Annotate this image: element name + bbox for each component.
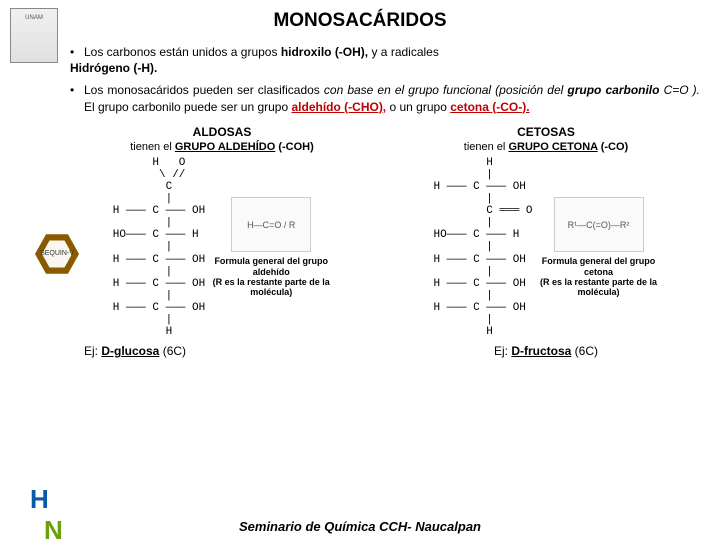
unam-logo: UNAM xyxy=(10,8,58,63)
bullet-mark: • xyxy=(70,44,84,60)
aldosas-subtitle: tienen el GRUPO ALDEHÍDO (-COH) xyxy=(64,141,380,153)
aldosas-chem-row: H O \ // C | H ——— C ——— OH | HO——— C ——… xyxy=(64,157,380,338)
columns: ALDOSAS tienen el GRUPO ALDEHÍDO (-COH) … xyxy=(0,125,720,358)
bullet-1: • Los carbonos están unidos a grupos hid… xyxy=(70,44,700,76)
bullet1-text-d: Hidrógeno (-H). xyxy=(70,61,157,75)
bullet1-text-b: hidroxilo (-OH), xyxy=(281,45,368,59)
footer-text: Seminario de Química CCH- Naucalpan xyxy=(0,519,720,534)
glucose-structure: H O \ // C | H ——— C ——— OH | HO——— C ——… xyxy=(113,157,205,338)
sequin-badge: SEQUIN-V xyxy=(30,232,84,296)
aldehyde-formula-image: H—C=O / R xyxy=(231,197,311,252)
bullet2-text-c: grupo carbonilo xyxy=(567,83,659,97)
bullet-2: • Los monosacáridos pueden ser clasifica… xyxy=(70,82,700,114)
bullet1-text-a: Los carbonos están unidos a grupos xyxy=(84,45,281,59)
bullet2-text-b: con base en el grupo funcional (posición… xyxy=(324,83,568,97)
sequin-label: SEQUIN-V xyxy=(30,250,84,257)
aldosas-column: ALDOSAS tienen el GRUPO ALDEHÍDO (-COH) … xyxy=(60,125,384,358)
ketone-caption: Formula general del grupo cetona (R es l… xyxy=(539,256,659,297)
cetosas-subtitle: tienen el GRUPO CETONA (-CO) xyxy=(388,141,704,153)
bullet2-text-h: cetona (-CO-). xyxy=(450,100,529,114)
aldehyde-caption: Formula general del grupo aldehído (R es… xyxy=(211,256,331,297)
bullet1-text-c: y a radicales xyxy=(368,45,439,59)
aldosas-example: Ej: D-glucosa (6C) xyxy=(64,344,380,358)
fructose-structure: H | H ——— C ——— OH | C ═══ O | HO——— C —… xyxy=(433,157,532,338)
bullet-mark: • xyxy=(70,82,84,114)
bullet2-text-e: El grupo carbonilo puede ser un grupo xyxy=(84,100,291,114)
aldosas-title: ALDOSAS xyxy=(64,125,380,139)
ketone-formula-image: R¹—C(=O)—R² xyxy=(554,197,644,252)
bullet2-text-d: C=O ). xyxy=(659,83,700,97)
cetosas-chem-row: H | H ——— C ——— OH | C ═══ O | HO——— C —… xyxy=(388,157,704,338)
page-title: MONOSACÁRIDOS xyxy=(0,0,720,32)
cetosas-title: CETOSAS xyxy=(388,125,704,139)
cetosas-example: Ej: D-fructosa (6C) xyxy=(388,344,704,358)
content-area: • Los carbonos están unidos a grupos hid… xyxy=(0,32,720,115)
bullet2-text-a: Los monosacáridos pueden ser clasificado… xyxy=(84,83,324,97)
cetosas-column: CETOSAS tienen el GRUPO CETONA (-CO) H |… xyxy=(384,125,708,358)
bullet2-text-g: o un grupo xyxy=(386,100,450,114)
bullet2-text-f: aldehído (-CHO), xyxy=(291,100,386,114)
